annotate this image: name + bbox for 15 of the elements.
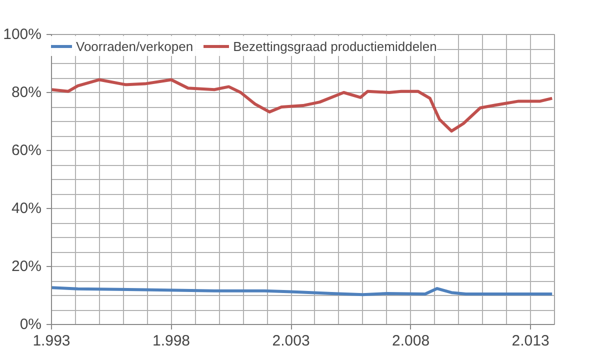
legend-label: Bezettingsgraad productiemiddelen xyxy=(233,38,437,54)
x-tick-label: 1.998 xyxy=(152,332,190,350)
y-tick-label: 40% xyxy=(11,200,42,217)
x-tick-label: 1.993 xyxy=(32,332,70,350)
line-series xyxy=(52,78,554,133)
line-series xyxy=(52,286,554,296)
x-tick-label: 2.008 xyxy=(392,332,430,350)
y-tick-label: 100% xyxy=(3,26,42,43)
x-tick-label: 2.013 xyxy=(512,332,550,350)
y-tick-label: 60% xyxy=(11,142,42,159)
legend-label: Voorraden/verkopen xyxy=(76,38,194,54)
x-tick-label: 2.003 xyxy=(272,332,310,350)
y-tick-label: 0% xyxy=(20,316,42,333)
y-tick-label: 80% xyxy=(11,84,42,101)
y-tick-label: 20% xyxy=(11,258,42,275)
